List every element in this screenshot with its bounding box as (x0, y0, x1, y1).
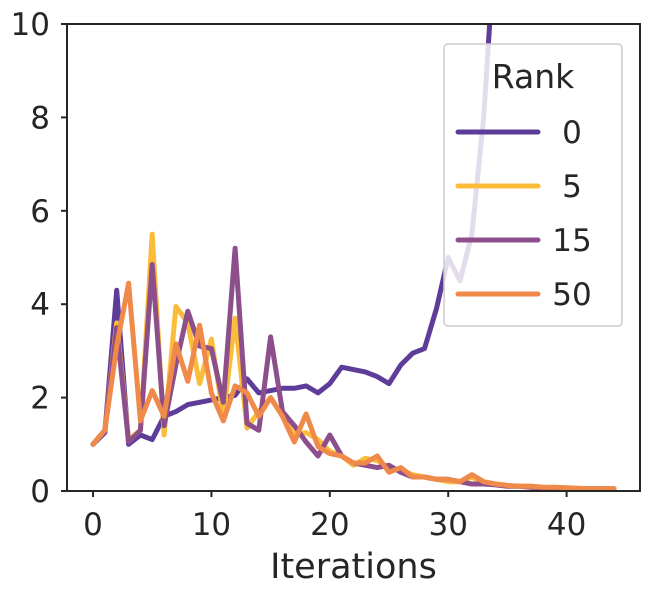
x-tick-label: 40 (547, 507, 586, 543)
legend-label-rank-50: 50 (552, 277, 591, 313)
x-tick-label: 20 (310, 507, 349, 543)
series-line-rank-0 (90, 24, 493, 447)
legend-label-rank-0: 0 (562, 115, 582, 151)
y-tick-label: 0 (30, 474, 50, 510)
y-tick-label: 4 (30, 287, 50, 323)
legend-label-rank-15: 15 (552, 223, 591, 259)
legend-label-rank-5: 5 (562, 169, 582, 205)
y-tick-label: 10 (11, 7, 50, 43)
y-tick-label: 8 (30, 100, 50, 136)
series-line-rank-50 (90, 280, 617, 491)
x-tick-label: 0 (83, 507, 103, 543)
x-axis-label: Iterations (270, 547, 437, 587)
x-tick-label: 10 (192, 507, 231, 543)
y-tick-label: 2 (30, 381, 50, 417)
y-tick-label: 6 (30, 194, 50, 230)
plot-frame (66, 23, 641, 492)
x-tick-label: 30 (428, 507, 467, 543)
legend-title: Rank (492, 57, 575, 96)
